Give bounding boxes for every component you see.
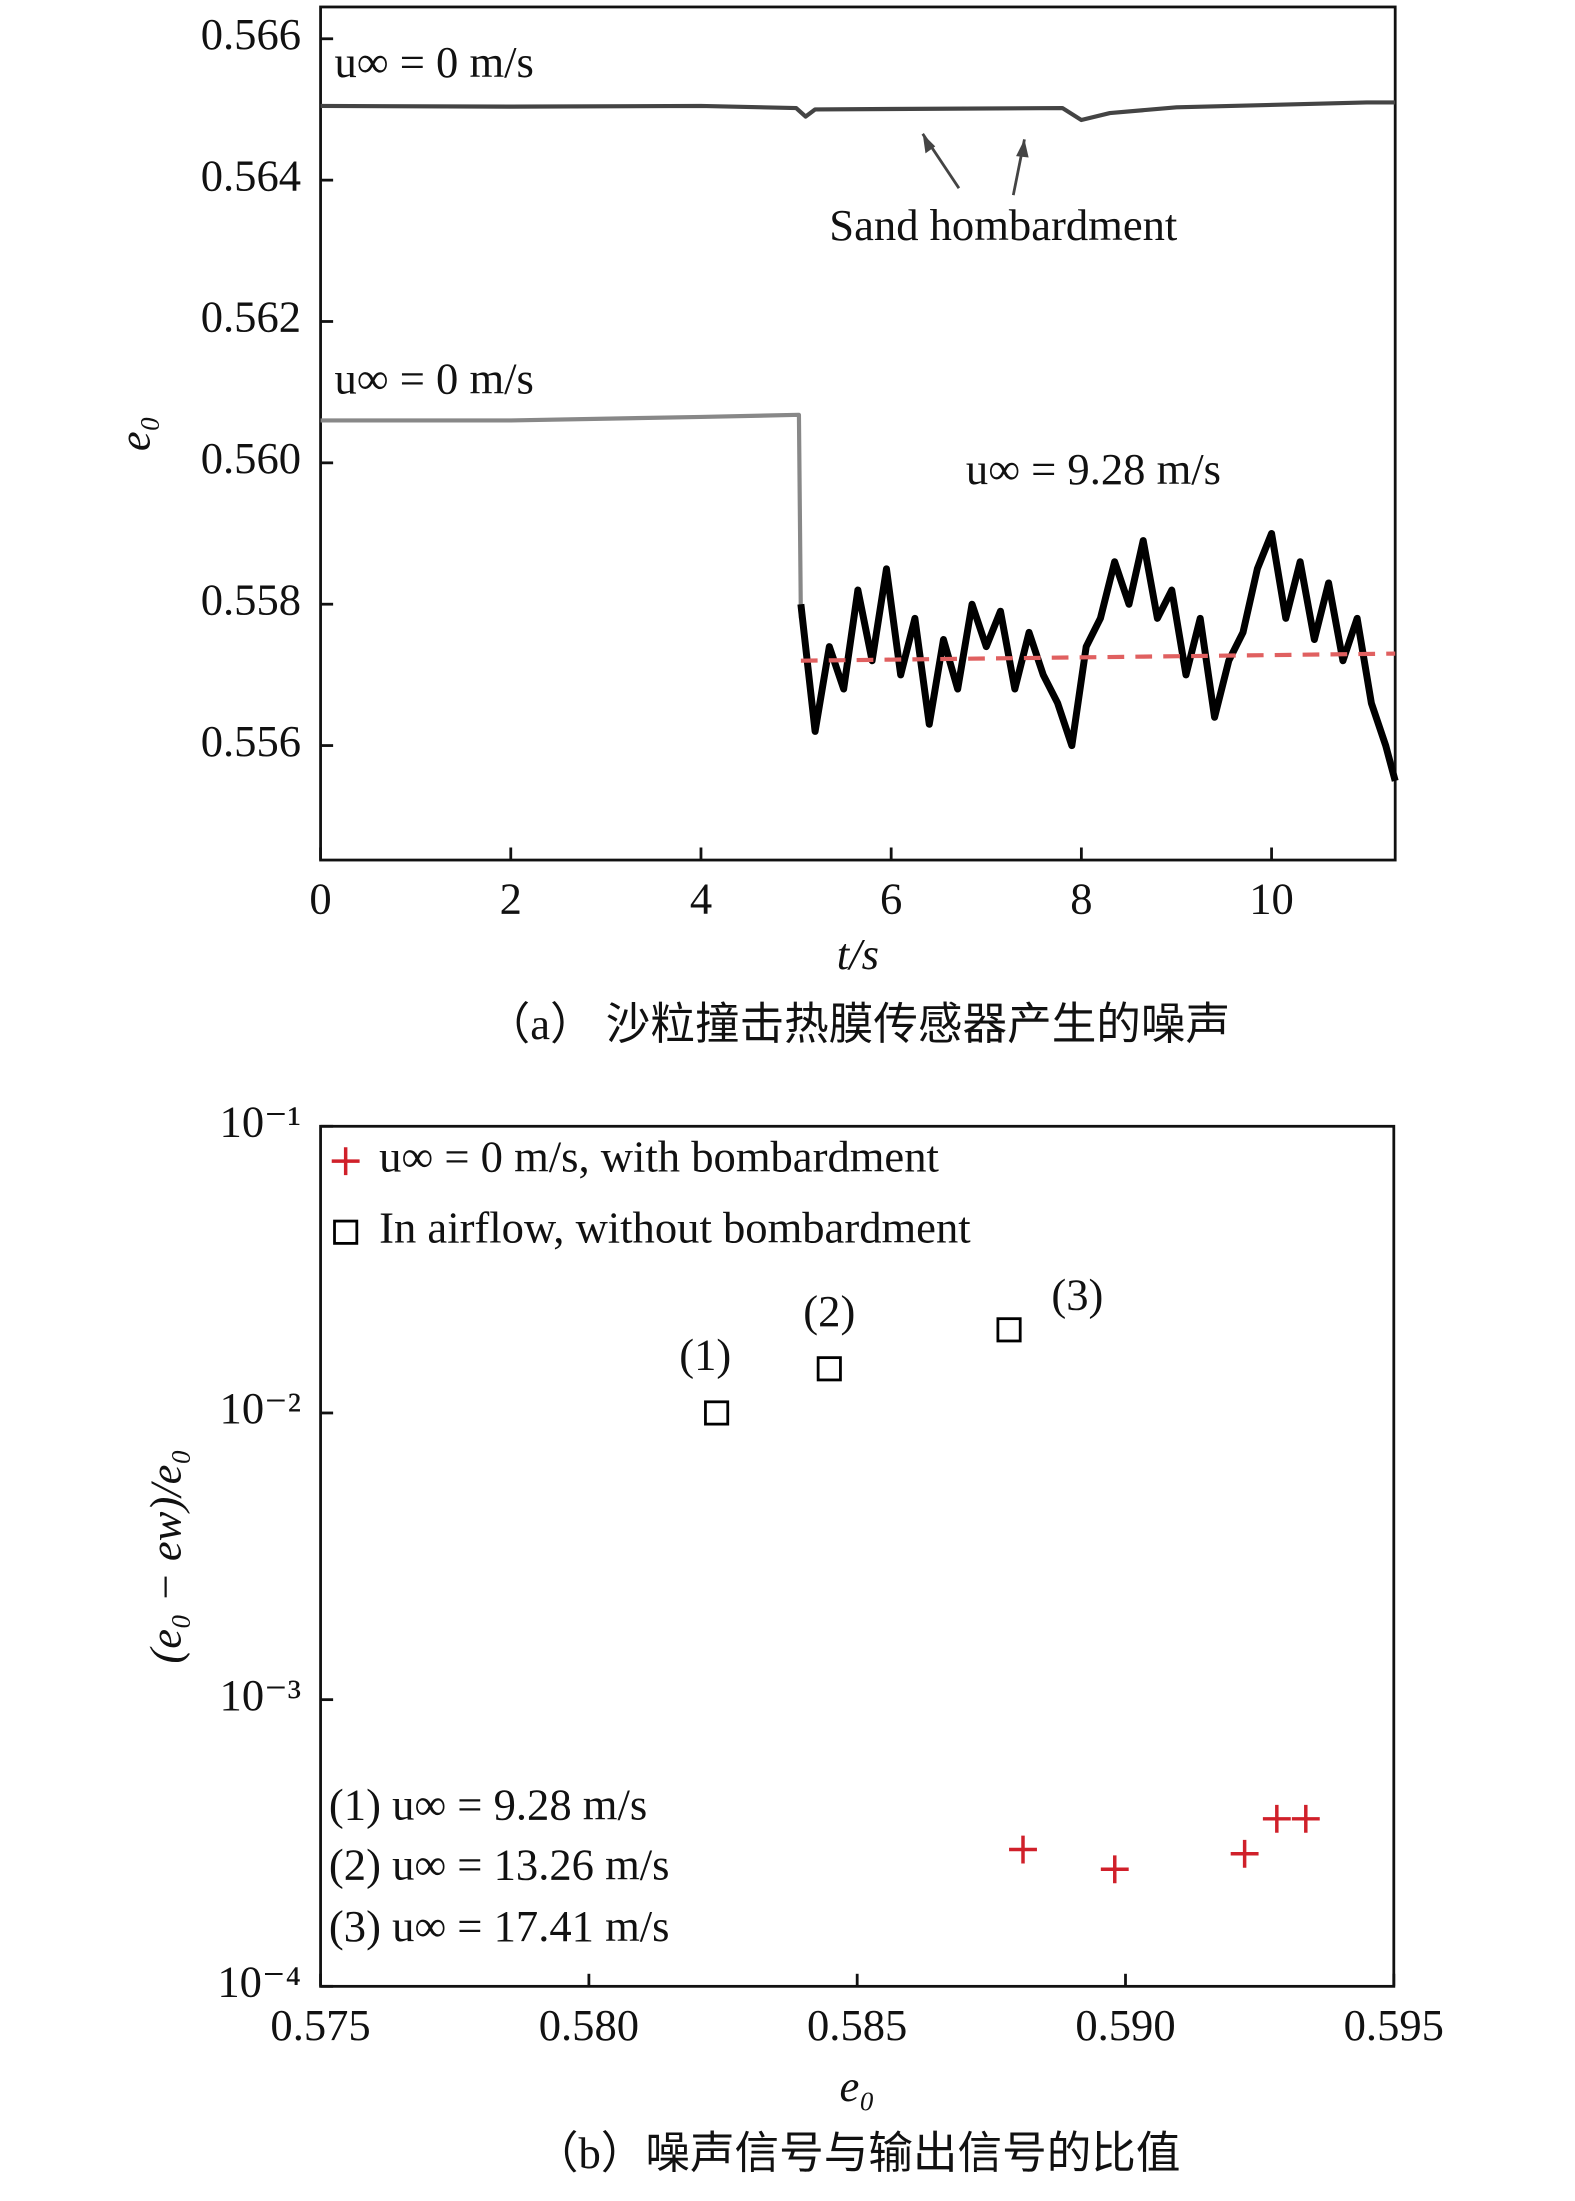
plus-marker (1100, 1855, 1129, 1884)
data-line (797, 529, 1399, 782)
data-line (320, 100, 1396, 123)
x-tick-label: 6 (880, 873, 902, 923)
plus-marker (1230, 1839, 1259, 1868)
x-tick-label: 2 (500, 873, 522, 923)
legend-label: u∞ = 0 m/s, with bombardment (379, 1131, 939, 1181)
y-tick-label: 0.562 (201, 292, 301, 342)
annotation: u∞ = 9.28 m/s (966, 444, 1221, 494)
y-tick-label: 10⁻¹ (220, 1097, 302, 1147)
y-tick-label: 0.556 (201, 716, 301, 766)
x-axis-label: t/s (837, 929, 879, 979)
annotation: (1) (679, 1329, 731, 1379)
x-tick-label: 4 (690, 873, 712, 923)
y-axis-label: (e₀ − ew)/e₀ (140, 1449, 190, 1664)
annotation: (2) (803, 1286, 855, 1336)
caption: （b）噪声信号与输出信号的比值 (534, 2128, 1181, 2178)
annotation: u∞ = 0 m/s (335, 37, 534, 87)
x-axis-label: e₀ (840, 2061, 875, 2111)
y-tick-label: 0.560 (201, 433, 301, 483)
arrow-head (922, 133, 936, 154)
plus-marker (1291, 1804, 1320, 1833)
annotation: (3) (1051, 1269, 1103, 1319)
legend-marker (333, 1219, 359, 1245)
annotation: u∞ = 0 m/s (335, 354, 534, 404)
y-tick-label: 10⁻³ (220, 1670, 302, 1720)
plus-marker (1009, 1835, 1037, 1864)
x-tick-label: 0 (309, 873, 331, 923)
y-tick-label: 10⁻² (220, 1383, 302, 1433)
x-tick-label: 10 (1249, 873, 1294, 923)
square-marker (816, 1356, 842, 1382)
x-tick-label: 8 (1070, 873, 1092, 923)
annotation: (1) u∞ = 9.28 m/s (329, 1780, 647, 1830)
data-line (800, 651, 1396, 663)
y-tick-label: 0.558 (201, 574, 301, 624)
annotation: (3) u∞ = 17.41 m/s (329, 1901, 670, 1951)
x-tick-label: 0.590 (1075, 2000, 1175, 2050)
x-tick-label: 0.585 (807, 2000, 907, 2050)
y-tick-label: 0.566 (201, 9, 301, 59)
y-tick-label: 0.564 (201, 150, 301, 200)
caption: （a） 沙粒撞击热膜传感器产生的噪声 (486, 999, 1230, 1049)
legend-label: In airflow, without bombardment (379, 1202, 971, 1252)
annotation: (2) u∞ = 13.26 m/s (329, 1839, 670, 1889)
y-axis-label: e₀ (110, 416, 160, 451)
square-marker (704, 1400, 730, 1426)
y-tick-label: 10⁻⁴ (217, 1957, 301, 2007)
plot-frame (319, 5, 1397, 862)
square-marker (996, 1317, 1022, 1343)
plus-marker (1262, 1804, 1291, 1833)
arrow-head (1016, 139, 1029, 158)
x-tick-label: 0.580 (539, 2000, 639, 2050)
x-tick-label: 0.595 (1344, 2000, 1444, 2050)
data-line (320, 412, 803, 619)
x-tick-label: 0.575 (270, 2000, 370, 2050)
annotation: Sand hombardment (829, 200, 1178, 250)
legend-marker (331, 1147, 360, 1176)
